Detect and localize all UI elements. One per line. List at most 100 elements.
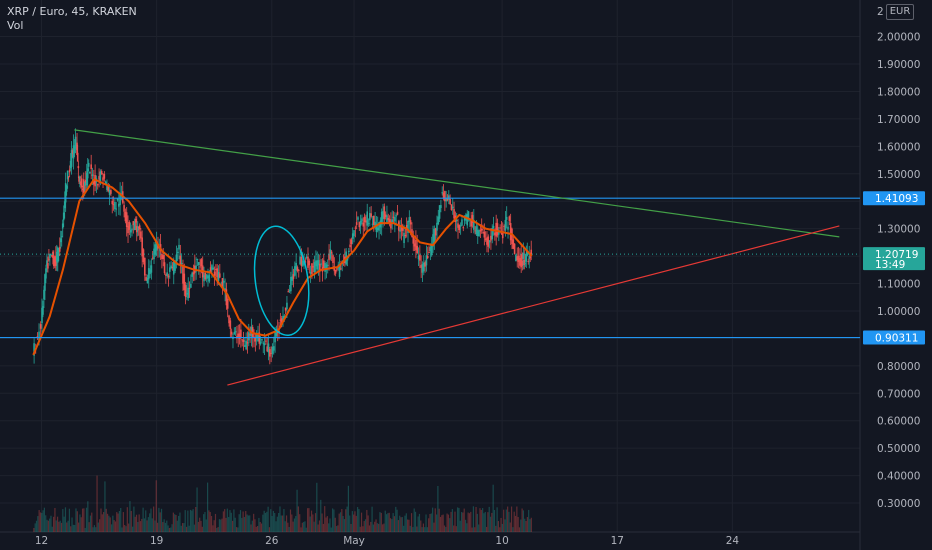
volume-bar bbox=[426, 527, 428, 532]
volume-bar bbox=[521, 508, 523, 532]
volume-bar bbox=[139, 521, 142, 532]
volume-bar bbox=[522, 510, 525, 532]
volume-bar bbox=[189, 509, 192, 532]
candle-body bbox=[316, 260, 319, 270]
volume-bar bbox=[299, 514, 301, 532]
candle-body bbox=[68, 169, 71, 173]
volume-bar bbox=[128, 523, 130, 532]
volume-bar bbox=[357, 507, 359, 532]
candle-body bbox=[87, 162, 90, 167]
candle-body bbox=[370, 213, 372, 217]
candle-body bbox=[261, 338, 263, 341]
price-tick-label: 0.60000 bbox=[877, 416, 920, 428]
volume-bar bbox=[500, 517, 502, 532]
candle-body bbox=[241, 339, 243, 341]
volume-bar bbox=[47, 520, 49, 532]
candle-body bbox=[417, 255, 420, 260]
candle-body bbox=[403, 232, 405, 244]
candle-body bbox=[374, 221, 376, 227]
candle-body bbox=[409, 220, 412, 225]
candle-body bbox=[58, 247, 61, 252]
volume-bar bbox=[89, 515, 92, 532]
candle-body bbox=[161, 253, 163, 260]
volume-bar bbox=[234, 517, 236, 532]
candle-body bbox=[383, 206, 386, 219]
candle-body bbox=[225, 289, 228, 306]
volume-bar bbox=[432, 507, 434, 532]
volume-bar bbox=[479, 508, 481, 532]
volume-bar bbox=[303, 522, 305, 532]
candle-body bbox=[244, 345, 246, 347]
candle-body bbox=[83, 182, 86, 186]
candle-body bbox=[98, 176, 100, 180]
candle-body bbox=[466, 214, 469, 226]
candle-body bbox=[199, 266, 201, 268]
price-tick-label-top: 2 bbox=[877, 6, 884, 18]
candle-body bbox=[367, 223, 370, 225]
volume-bar bbox=[518, 527, 521, 532]
volume-bar bbox=[501, 523, 503, 532]
volume-bar bbox=[434, 508, 436, 532]
candle-body bbox=[520, 254, 522, 268]
candle-body bbox=[284, 307, 287, 311]
candle-body bbox=[486, 237, 488, 245]
volume-bar bbox=[446, 513, 448, 532]
candle-body bbox=[512, 239, 515, 249]
volume-bar bbox=[443, 525, 446, 532]
candle-body bbox=[45, 268, 47, 279]
candle-body bbox=[70, 149, 73, 167]
volume-bar bbox=[226, 508, 228, 532]
volume-bar bbox=[241, 517, 243, 532]
volume-bar bbox=[308, 508, 310, 532]
candle-body bbox=[66, 170, 69, 180]
volume-bar bbox=[262, 514, 264, 532]
volume-bar bbox=[67, 520, 69, 532]
volume-bar bbox=[64, 507, 67, 532]
volume-bar bbox=[167, 525, 169, 532]
volume-bar bbox=[513, 511, 515, 532]
volume-bar bbox=[425, 514, 427, 532]
volume-bar bbox=[93, 525, 96, 532]
volume-bar bbox=[160, 508, 163, 532]
candle-body bbox=[324, 262, 326, 272]
candle-body bbox=[295, 262, 297, 270]
candle-body bbox=[212, 267, 215, 270]
currency-scale-button[interactable]: EUR bbox=[886, 4, 914, 20]
volume-bar bbox=[124, 525, 126, 532]
volume-bar bbox=[463, 508, 465, 532]
volume-bar bbox=[371, 506, 373, 532]
volume-bar bbox=[313, 521, 315, 532]
volume-bar bbox=[526, 517, 528, 532]
candle-body bbox=[475, 226, 478, 235]
candle-body bbox=[224, 288, 226, 291]
volume-bar bbox=[34, 523, 36, 532]
volume-bar bbox=[110, 524, 113, 532]
volume-bar bbox=[256, 525, 259, 532]
volume-bar bbox=[229, 510, 231, 532]
volume-bar bbox=[201, 526, 203, 532]
candle-body bbox=[190, 283, 192, 288]
volume-bar bbox=[385, 514, 388, 532]
candle-body bbox=[319, 263, 321, 272]
candle-body bbox=[216, 268, 218, 278]
candle-body bbox=[163, 262, 166, 273]
volume-bar bbox=[163, 519, 165, 532]
candle-body bbox=[366, 211, 369, 226]
volume-bar bbox=[363, 521, 365, 532]
price-tick-label: 0.30000 bbox=[877, 498, 920, 510]
volume-bar bbox=[378, 523, 380, 532]
candle-body bbox=[459, 225, 462, 227]
candle-body bbox=[457, 223, 459, 228]
volume-bar bbox=[200, 520, 202, 532]
candle-body bbox=[491, 227, 494, 240]
candle-body bbox=[315, 260, 317, 267]
candle-body bbox=[529, 256, 532, 259]
volume-bar bbox=[328, 523, 330, 532]
volume-bar bbox=[310, 510, 313, 532]
volume-bar bbox=[401, 517, 403, 532]
grid-lines bbox=[0, 0, 860, 532]
volume-bar bbox=[275, 521, 277, 532]
candle-body bbox=[138, 225, 141, 230]
